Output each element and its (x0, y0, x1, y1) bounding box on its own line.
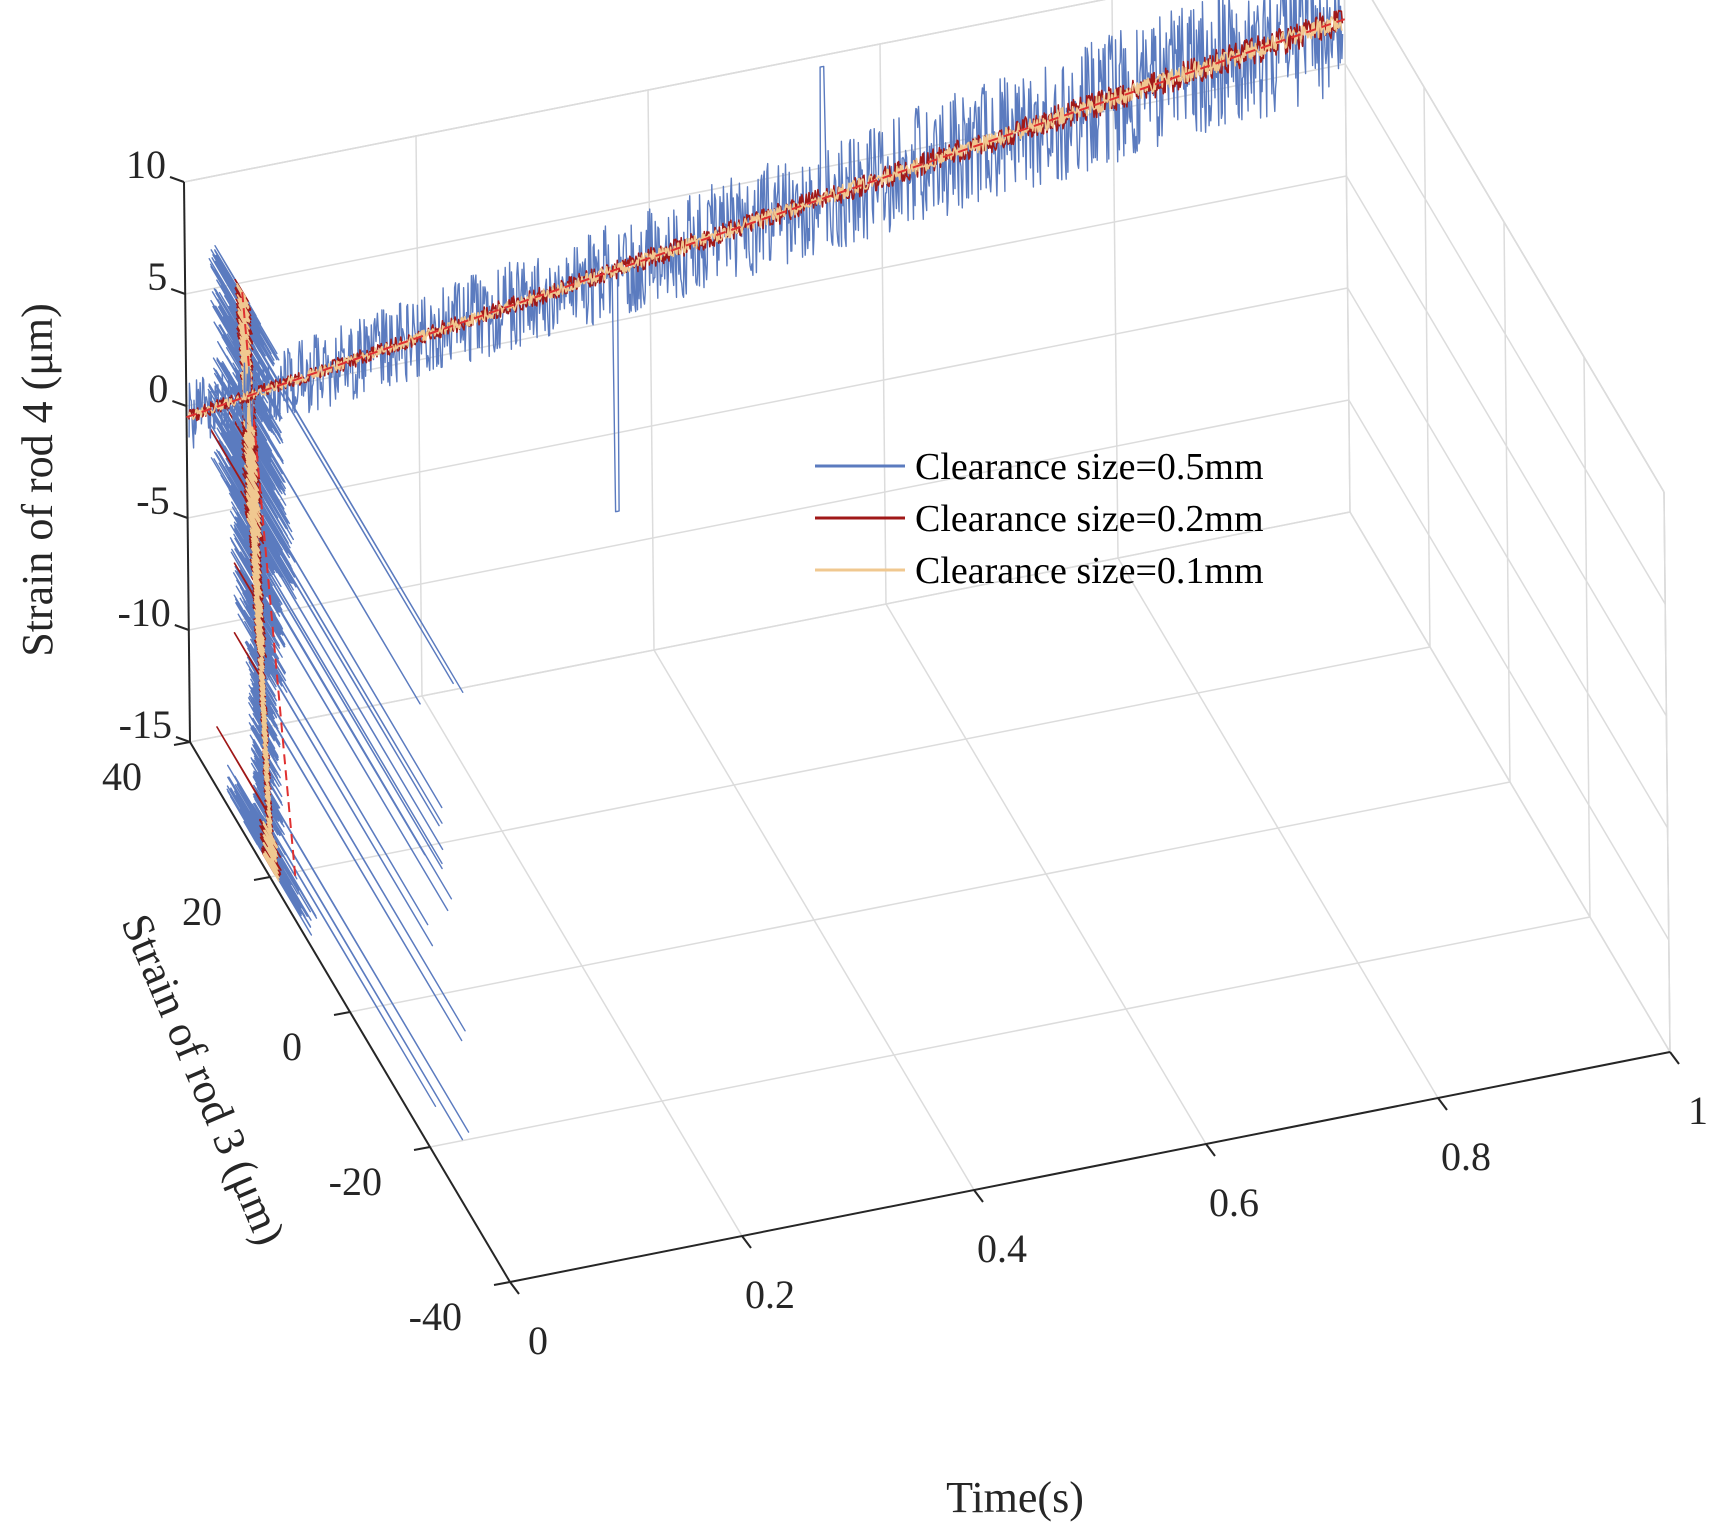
z-tick-label: -5 (136, 478, 169, 523)
z-tick (170, 288, 186, 295)
legend: Clearance size=0.5mm Clearance size=0.2mm… (815, 446, 1264, 592)
box-edge (183, 0, 1106, 183)
z-tick-label: 10 (126, 142, 166, 187)
z-tick-label: 5 (147, 254, 167, 299)
z-tick (169, 176, 185, 183)
x-tick (741, 1235, 752, 1249)
x-tick (1205, 1143, 1216, 1157)
x-tick-label: 0.8 (1441, 1134, 1491, 1179)
grid-line-y-floor (429, 916, 1591, 1148)
series-rod4-group (186, 0, 1346, 513)
y-tick-label: -40 (409, 1294, 462, 1339)
x-tick (973, 1189, 984, 1203)
grid-line-z-side (1349, 511, 1671, 1053)
grid-line-z-back (189, 511, 1351, 743)
grid-line-z-side (1344, 63, 1666, 605)
grid-line-z-side (1345, 175, 1668, 717)
grid-line-y-side (1343, 0, 1351, 513)
grid-line-z-back (186, 175, 1347, 407)
mean-trend-line-rod4 (186, 18, 1346, 419)
legend-item: Clearance size=0.2mm (915, 498, 1264, 540)
series-line-rod4 (188, 0, 1344, 513)
z-tick (173, 512, 188, 519)
series-line-rod4 (188, 16, 1343, 421)
x-tick-label: 0.6 (1209, 1180, 1259, 1225)
y-tick (413, 1146, 431, 1151)
z-axis: -15 -10 -5 0 5 10 (117, 142, 191, 747)
x-tick (1437, 1097, 1448, 1111)
z-tick (175, 736, 191, 743)
grid-line-y-side (1423, 86, 1431, 648)
grid-line-x-back (879, 43, 887, 605)
y-tick (333, 1011, 351, 1016)
z-tick-label: -15 (119, 702, 172, 747)
y-tick-label: 0 (282, 1024, 302, 1069)
x-tick (1669, 1051, 1680, 1065)
z-tick (174, 624, 190, 631)
grid-line-z-back (183, 0, 1106, 183)
mean-trend-line-rod3 (241, 291, 297, 876)
grid-line-z-side (1348, 399, 1670, 941)
x-axis-label: Time(s) (946, 1473, 1084, 1522)
series-rod3-group (207, 245, 470, 1141)
y-axis: -40 -20 0 20 40 (102, 741, 511, 1339)
x-axis: 0 0.2 0.4 0.6 0.8 1 (509, 1051, 1708, 1363)
grid-line-z-side (1371, 0, 1665, 493)
grid-line-z-back (187, 287, 1348, 519)
x-tick-label: 0.4 (977, 1226, 1027, 1271)
y-tick (253, 876, 271, 881)
legend-item: Clearance size=0.1mm (915, 550, 1264, 592)
y-tick-label: -20 (329, 1159, 382, 1204)
z-axis-label: Strain of rod 4 (μm) (13, 303, 62, 657)
grid-line-z-back (185, 63, 1346, 295)
x-tick (509, 1281, 520, 1295)
z-tick (172, 400, 187, 407)
y-tick-label: 20 (182, 889, 222, 934)
grid-line-y-side (1503, 221, 1511, 783)
grid-line-z-back (188, 399, 1349, 631)
y-axis-label: Strain of rod 3 (μm) (112, 907, 295, 1252)
x-tick-label: 0.2 (745, 1272, 795, 1317)
y-tick-label: 40 (102, 754, 142, 799)
z-tick-label: -10 (117, 590, 170, 635)
x-axis-line (509, 1051, 1671, 1283)
z-axis-line (183, 181, 191, 743)
grid-line-z-side (1346, 287, 1669, 829)
y-tick (493, 1281, 511, 1286)
grid-line-y-floor (349, 781, 1511, 1013)
grid-line-x-back (647, 89, 655, 651)
grid-line-x-back (415, 135, 423, 697)
x-tick-label: 0 (528, 1318, 548, 1363)
grid-line-y-side (1583, 356, 1591, 918)
grid-line-y-side (1663, 491, 1671, 1053)
grid-line-y-floor (269, 646, 1431, 878)
legend-item: Clearance size=0.5mm (915, 446, 1264, 488)
x-tick-label: 1 (1688, 1088, 1708, 1133)
y-tick (173, 741, 191, 746)
z-tick-label: 0 (148, 366, 168, 411)
